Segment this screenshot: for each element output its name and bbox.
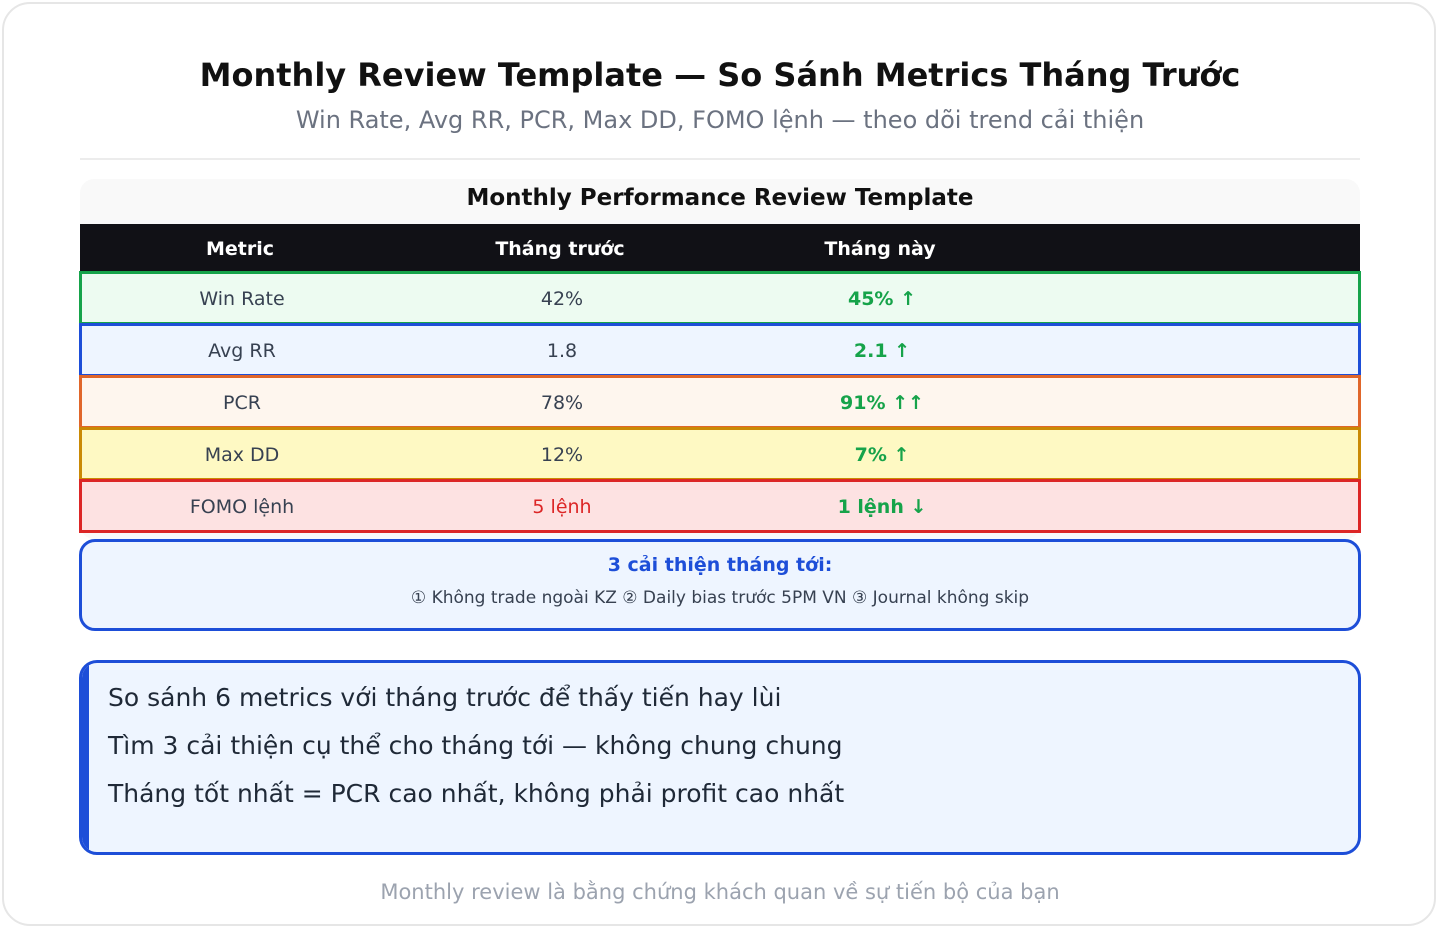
current-value-cell: 91% ↑↑	[840, 392, 924, 414]
column-header-previous: Tháng trước	[495, 238, 625, 260]
footer-text: Monthly review là bằng chứng khách quan …	[380, 880, 1060, 904]
metric-cell: FOMO lệnh	[189, 496, 295, 518]
column-header-metric: Metric	[205, 238, 275, 260]
current-value-cell: 2.1 ↑	[853, 340, 911, 362]
current-value-cell: 45% ↑	[847, 288, 916, 310]
previous-value-cell: 42%	[540, 288, 584, 310]
improvements-box: 3 cải thiện tháng tới: ① Không trade ngo…	[79, 539, 1361, 631]
table-header: Metric Tháng trước Tháng này	[80, 224, 1360, 271]
metric-cell: PCR	[223, 392, 261, 414]
previous-value-cell: 1.8	[546, 340, 578, 362]
table-row-fomo: FOMO lệnh 5 lệnh 1 lệnh ↓	[79, 479, 1361, 533]
page-title: Monthly Review Template — So Sánh Metric…	[199, 56, 1241, 94]
previous-value-cell: 12%	[540, 444, 584, 466]
improvements-text: ① Không trade ngoài KZ ② Daily bias trướ…	[410, 588, 1030, 608]
table-title: Monthly Performance Review Template	[466, 185, 974, 211]
table-row-avg-rr: Avg RR 1.8 2.1 ↑	[79, 323, 1361, 377]
metric-cell: Max DD	[204, 444, 280, 466]
notes-box: So sánh 6 metrics với tháng trước để thấ…	[79, 660, 1361, 855]
table-row-max-dd: Max DD 12% 7% ↑	[79, 427, 1361, 481]
previous-value-cell: 78%	[540, 392, 584, 414]
current-value-cell: 1 lệnh ↓	[837, 496, 927, 518]
note-line-1: So sánh 6 metrics với tháng trước để thấ…	[108, 683, 782, 712]
metric-cell: Win Rate	[199, 288, 285, 310]
table-row-pcr: PCR 78% 91% ↑↑	[79, 375, 1361, 429]
metric-cell: Avg RR	[208, 340, 276, 362]
notes-accent-bar	[82, 663, 89, 852]
page-subtitle: Win Rate, Avg RR, PCR, Max DD, FOMO lệnh…	[295, 106, 1145, 134]
previous-value-cell: 5 lệnh	[532, 496, 592, 518]
note-line-3: Tháng tốt nhất = PCR cao nhất, không phả…	[108, 779, 845, 808]
table-row-win-rate: Win Rate 42% 45% ↑	[79, 271, 1361, 325]
divider	[80, 158, 1360, 160]
note-line-2: Tìm 3 cải thiện cụ thể cho tháng tới — k…	[108, 731, 843, 760]
improvements-title: 3 cải thiện tháng tới:	[607, 554, 833, 576]
column-header-current: Tháng này	[824, 238, 936, 260]
current-value-cell: 7% ↑	[854, 444, 910, 466]
